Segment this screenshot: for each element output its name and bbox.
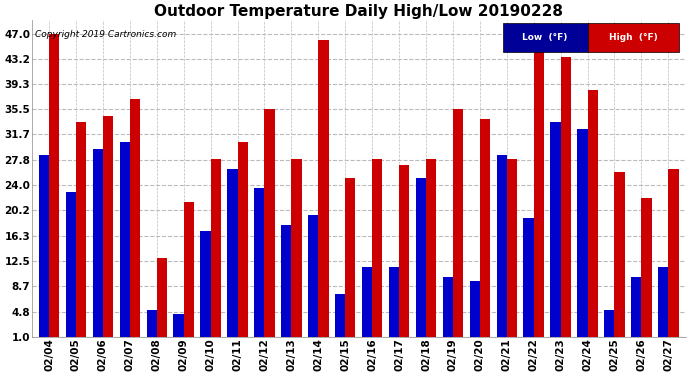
FancyBboxPatch shape: [502, 24, 588, 52]
Bar: [49, 33, 59, 343]
Bar: [389, 267, 399, 343]
Bar: [443, 277, 453, 343]
Bar: [264, 109, 275, 343]
Bar: [362, 267, 372, 343]
Bar: [524, 218, 533, 343]
Bar: [506, 159, 517, 343]
Bar: [66, 192, 76, 343]
Bar: [615, 172, 624, 343]
Text: Low  (°F): Low (°F): [522, 33, 568, 42]
FancyBboxPatch shape: [588, 24, 679, 52]
Bar: [210, 159, 221, 343]
Bar: [173, 314, 184, 343]
Bar: [399, 165, 409, 343]
Bar: [642, 198, 651, 343]
Bar: [184, 201, 194, 343]
Bar: [372, 159, 382, 343]
Bar: [604, 310, 615, 343]
Bar: [426, 159, 436, 343]
Bar: [588, 90, 598, 343]
Bar: [631, 277, 642, 343]
Bar: [308, 214, 318, 343]
Bar: [130, 99, 140, 343]
Bar: [561, 57, 571, 343]
Bar: [551, 123, 561, 343]
Text: High  (°F): High (°F): [609, 33, 658, 42]
Bar: [533, 50, 544, 343]
Bar: [39, 155, 49, 343]
Bar: [480, 119, 490, 343]
Bar: [453, 109, 463, 343]
Bar: [291, 159, 302, 343]
Bar: [103, 116, 113, 343]
Bar: [497, 155, 506, 343]
Bar: [281, 225, 291, 343]
Bar: [254, 188, 264, 343]
Bar: [345, 178, 355, 343]
Text: Copyright 2019 Cartronics.com: Copyright 2019 Cartronics.com: [34, 30, 176, 39]
Bar: [578, 129, 588, 343]
Bar: [146, 310, 157, 343]
Bar: [318, 40, 328, 343]
Bar: [335, 294, 345, 343]
Bar: [669, 169, 678, 343]
Bar: [157, 258, 167, 343]
Bar: [227, 169, 237, 343]
Title: Outdoor Temperature Daily High/Low 20190228: Outdoor Temperature Daily High/Low 20190…: [154, 4, 563, 19]
Bar: [658, 267, 669, 343]
Bar: [200, 231, 210, 343]
Bar: [92, 149, 103, 343]
Bar: [119, 142, 130, 343]
Bar: [76, 123, 86, 343]
Bar: [470, 280, 480, 343]
Bar: [237, 142, 248, 343]
Bar: [416, 178, 426, 343]
